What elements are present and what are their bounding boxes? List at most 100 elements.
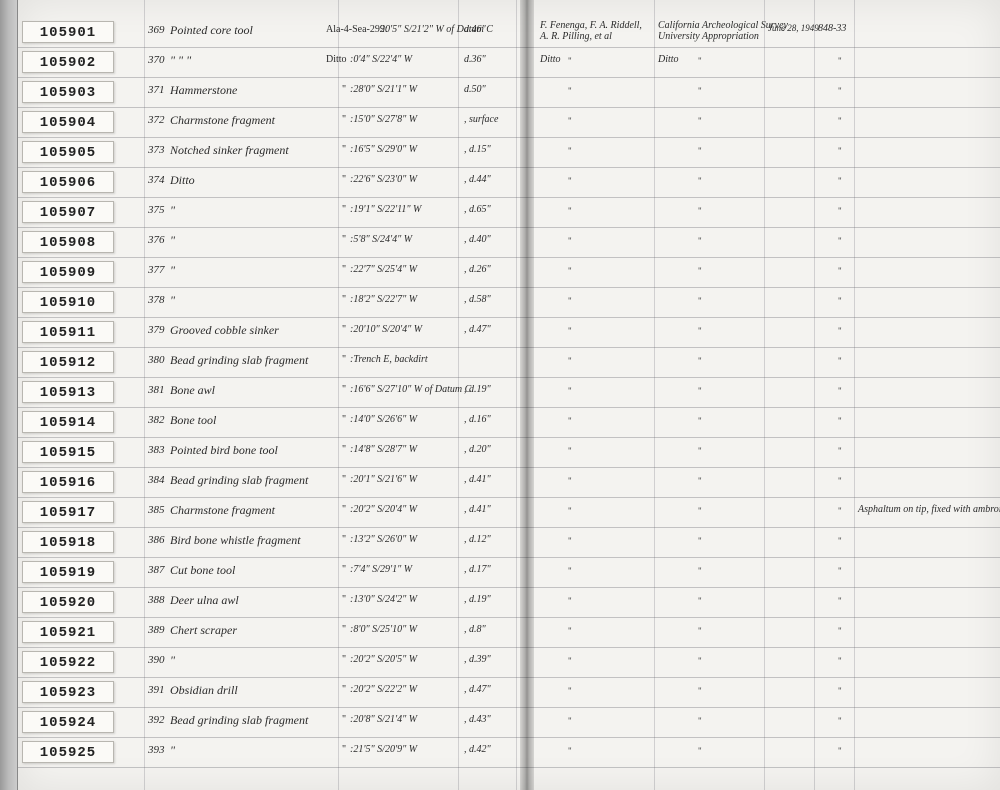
ledger-row: 105909377"":22'7" S/25'4" W, d.26"""": [18, 258, 1000, 288]
ditto-mark: ": [698, 416, 702, 426]
ditto-mark: ": [568, 626, 572, 636]
catalog-id-tab: 105912: [22, 351, 114, 373]
item-description: Hammerstone: [170, 83, 237, 98]
location-text: :14'8" S/28'7" W: [350, 444, 417, 455]
location-text: :20'10" S/20'4" W: [350, 324, 422, 335]
ditto-mark: ": [838, 506, 842, 516]
depth-text: , d.12": [464, 534, 491, 545]
book-spine-shadow: [520, 0, 534, 790]
catalog-id-tab: 105922: [22, 651, 114, 673]
location-text: :16'5" S/29'0" W: [350, 144, 417, 155]
survey-ditto: Ditto: [658, 54, 679, 65]
ditto-mark: ": [568, 686, 572, 696]
location-text: :21'5" S/20'9" W: [350, 744, 417, 755]
depth-text: , d.16": [464, 414, 491, 425]
ditto-mark: ": [838, 206, 842, 216]
ditto-mark: ": [698, 656, 702, 666]
ditto-mark: ": [838, 386, 842, 396]
ditto-mark: ": [838, 566, 842, 576]
location-text: :0'4" S/22'4" W: [350, 54, 412, 65]
location-text: :5'8" S/24'4" W: [350, 234, 412, 245]
catalog-id-tab: 105919: [22, 561, 114, 583]
ledger-row: 105923391Obsidian drill":20'2" S/22'2" W…: [18, 678, 1000, 708]
item-number: 393: [148, 744, 165, 756]
catalog-id-tab: 105918: [22, 531, 114, 553]
location-text: :19'1" S/22'11" W: [350, 204, 421, 215]
ditto-mark: ": [568, 656, 572, 666]
ditto-mark: ": [568, 116, 572, 126]
ledger-row: 105913381Bone awl":16'6" S/27'10" W of D…: [18, 378, 1000, 408]
item-description: Bone awl: [170, 383, 215, 398]
item-number: 392: [148, 714, 165, 726]
item-description: Grooved cobble sinker: [170, 323, 279, 338]
ditto-mark: ": [342, 744, 346, 755]
catalog-id-tab: 105925: [22, 741, 114, 763]
ditto-mark: ": [342, 474, 346, 485]
ditto-mark: ": [342, 594, 346, 605]
ditto-mark: ": [698, 146, 702, 156]
location-prefix: Ditto: [326, 54, 347, 65]
item-number: 388: [148, 594, 165, 606]
catalog-id-tab: 105920: [22, 591, 114, 613]
ditto-mark: ": [698, 596, 702, 606]
catalog-id-tab: 105906: [22, 171, 114, 193]
ditto-mark: ": [838, 596, 842, 606]
ditto-mark: ": [698, 266, 702, 276]
ledger-row: 105922390"":20'2" S/20'5" W, d.39"""": [18, 648, 1000, 678]
item-number: 377: [148, 264, 165, 276]
depth-text: , d.58": [464, 294, 491, 305]
ditto-mark: ": [568, 236, 572, 246]
item-number: 371: [148, 84, 165, 96]
ditto-mark: ": [342, 144, 346, 155]
ditto-mark: ": [342, 654, 346, 665]
ledger-row: 105904372Charmstone fragment":15'0" S/27…: [18, 108, 1000, 138]
item-number: 383: [148, 444, 165, 456]
catalog-id-tab: 105911: [22, 321, 114, 343]
ledger-row: 105905373Notched sinker fragment":16'5" …: [18, 138, 1000, 168]
ledger-row: 105907375"":19'1" S/22'11" W, d.65"""": [18, 198, 1000, 228]
ledger-row: 105908376"":5'8" S/24'4" W, d.40"""": [18, 228, 1000, 258]
item-description: Pointed bird bone tool: [170, 443, 278, 458]
location-text: :20'2" S/22'2" W: [350, 684, 417, 695]
item-number: 369: [148, 24, 165, 36]
catalog-id-tab: 105907: [22, 201, 114, 223]
ditto-mark: ": [838, 266, 842, 276]
location-text: :7'4" S/29'1" W: [350, 564, 412, 575]
ditto-mark: ": [342, 294, 346, 305]
item-description: Notched sinker fragment: [170, 143, 289, 158]
depth-text: , d.47": [464, 684, 491, 695]
ledger-row: 105911 379 Grooved cobble sinker " :20'10" S…: [18, 318, 1000, 348]
location-text: :20'8" S/21'4" W: [350, 714, 417, 725]
ditto-mark: ": [568, 266, 572, 276]
ledger-row: 105921389Chert scraper":8'0" S/25'10" W,…: [18, 618, 1000, 648]
item-number: 390: [148, 654, 165, 666]
catalog-id-tab: 105921: [22, 621, 114, 643]
depth-text: , d.8": [464, 624, 486, 635]
catalog-id-tab: 105909: [22, 261, 114, 283]
depth-text: , surface: [464, 114, 498, 125]
catalog-id-tab: 105917: [22, 501, 114, 523]
item-description: Obsidian drill: [170, 683, 238, 698]
item-number: 379: [148, 324, 165, 336]
ditto-mark: ": [838, 716, 842, 726]
depth-text: , d.42": [464, 744, 491, 755]
location-text: :22'6" S/23'0" W: [350, 174, 417, 185]
location-prefix: Ala-4-Sea-299:: [326, 24, 388, 35]
ditto-mark: ": [698, 746, 702, 756]
ditto-mark: ": [342, 84, 346, 95]
location-text: :13'2" S/26'0" W: [350, 534, 417, 545]
ditto-mark: ": [568, 446, 572, 456]
ditto-mark: ": [342, 684, 346, 695]
ledger-row: 105918386Bird bone whistle fragment":13'…: [18, 528, 1000, 558]
ditto-mark: ": [568, 536, 572, 546]
item-description: ": [170, 293, 175, 308]
ditto-mark: ": [698, 626, 702, 636]
ditto-mark: ": [342, 234, 346, 245]
ledger-row: 105917385Charmstone fragment":20'2" S/20…: [18, 498, 1000, 528]
collector-ditto: Ditto: [540, 54, 561, 65]
ditto-mark: ": [838, 296, 842, 306]
ditto-mark: ": [342, 324, 346, 335]
catalog-id-tab: 105908: [22, 231, 114, 253]
location-text: :20'2" S/20'5" W: [350, 654, 417, 665]
item-number: 376: [148, 234, 165, 246]
